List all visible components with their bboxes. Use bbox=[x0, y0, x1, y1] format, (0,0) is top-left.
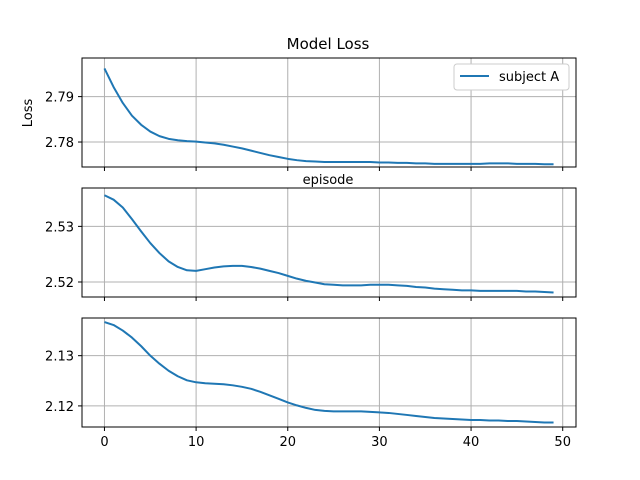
x-tick-label: 30 bbox=[371, 435, 388, 450]
x-tick-label: 50 bbox=[554, 435, 571, 450]
x-tick-label: 0 bbox=[100, 435, 108, 450]
x-tick-label: 20 bbox=[279, 435, 296, 450]
x-tick-label: 40 bbox=[463, 435, 480, 450]
axes-frame bbox=[81, 187, 577, 298]
x-tick-label: 10 bbox=[188, 435, 205, 450]
series-line-subject-a bbox=[104, 194, 554, 294]
y-tick-label: 2.79 bbox=[45, 91, 74, 106]
axes-frame bbox=[81, 57, 577, 168]
panel-2: 2.52 2.53 bbox=[45, 187, 577, 301]
legend-box bbox=[453, 63, 570, 91]
y-axis-label: Loss bbox=[21, 99, 36, 128]
panel-3: 0 10 20 30 40 50 2.12 2.13 bbox=[45, 317, 577, 450]
chart-title: Model Loss bbox=[287, 35, 370, 53]
series-line-subject-a bbox=[103, 68, 554, 166]
y-tick-label: 2.13 bbox=[45, 350, 74, 365]
y-tick-label: 2.12 bbox=[45, 400, 74, 415]
legend-entry-subject-a: subject A bbox=[499, 70, 559, 85]
y-tick-label: 2.53 bbox=[45, 220, 74, 235]
y-tick-label: 2.52 bbox=[45, 276, 74, 291]
legend: subject A bbox=[453, 63, 570, 91]
y-tick-label: 2.78 bbox=[45, 136, 74, 151]
axes-frame bbox=[81, 317, 577, 428]
x-axis-label: episode bbox=[303, 173, 354, 188]
series-line-subject-a bbox=[104, 321, 554, 424]
